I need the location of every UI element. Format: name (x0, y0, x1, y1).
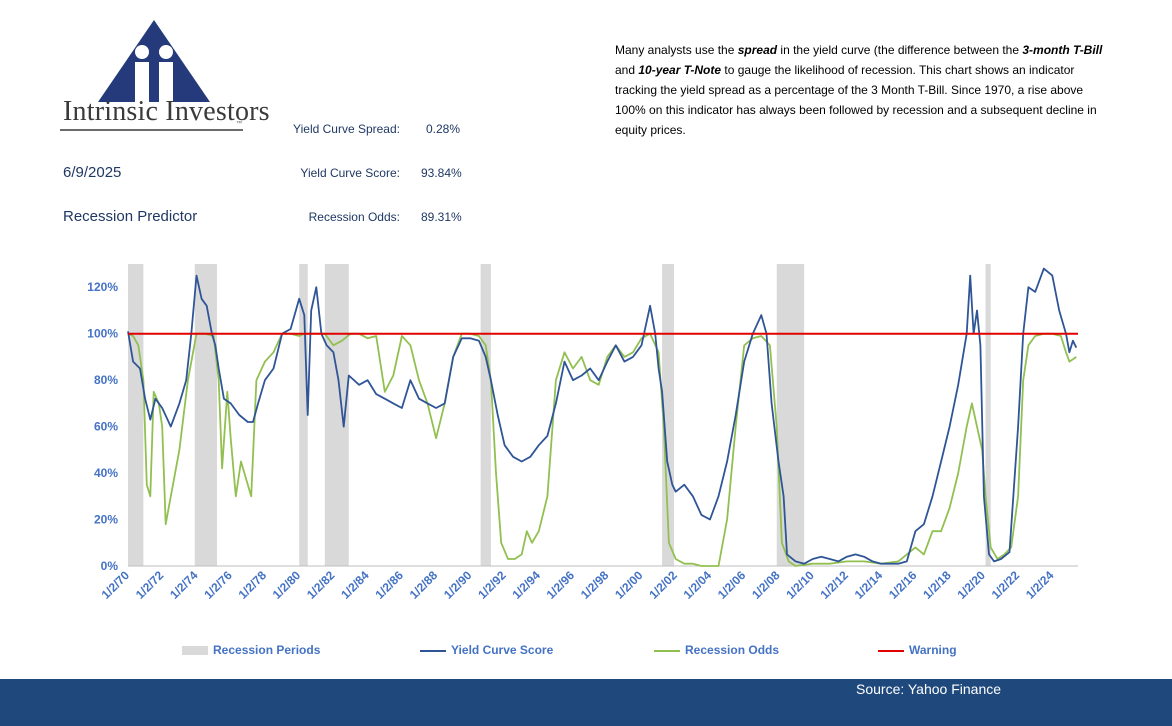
x-tick-label: 1/2/06 (715, 568, 749, 602)
chart-description: Many analysts use the spread in the yiel… (615, 43, 1103, 137)
y-tick-label: 0% (101, 559, 119, 573)
y-tick-label: 100% (87, 327, 118, 341)
y-axis: 0% 20% 40% 60% 80% 100% 120% (87, 280, 118, 573)
recession-band-4 (480, 264, 491, 566)
recession-odds-line (127, 332, 1077, 567)
x-tick-label: 1/2/86 (372, 568, 406, 602)
yield-curve-score-line (127, 267, 1078, 565)
report-date: 6/9/2025 (63, 164, 122, 181)
legend-swatch-warning (878, 649, 904, 652)
legend-swatch-score (420, 649, 446, 652)
recession-bands (128, 264, 991, 566)
y-tick-label: 120% (87, 280, 118, 294)
y-tick-label: 60% (94, 420, 118, 434)
legend-recession-periods: Recession Periods (182, 643, 320, 657)
recession-band-5 (662, 264, 675, 566)
recession-band-0 (128, 264, 144, 566)
recession-band-1 (194, 264, 218, 566)
recession-odds-series (127, 332, 1077, 567)
x-tick-label: 1/2/24 (1023, 568, 1057, 602)
odds-label: Recession Odds: (308, 210, 400, 224)
x-axis: 1/2/70 1/2/72 1/2/74 1/2/76 1/2/78 1/2/80 1/2/… (99, 568, 1057, 602)
x-tick-label: 1/2/16 (886, 568, 920, 602)
logo-divider (60, 129, 243, 131)
brand-name: Intrinsic Investors (63, 96, 270, 127)
score-label: Yield Curve Score: (300, 166, 400, 180)
yield-curve-score-series (127, 267, 1078, 565)
y-tick-label: 20% (94, 513, 118, 527)
recession-chart: 0%20%40%60%80%100%120% 1/2/70 1/2/72 1/2/7… (87, 264, 1078, 602)
x-tick-label: 1/2/20 (954, 568, 988, 602)
legend-recession-odds: Recession Odds (654, 643, 779, 657)
x-tick-label: 1/2/04 (681, 568, 715, 602)
x-tick-label: 1/2/96 (544, 568, 578, 602)
x-tick-label: 1/2/88 (407, 568, 441, 602)
recession-band-7 (985, 264, 991, 566)
legend-swatch-odds (654, 649, 680, 652)
x-tick-label: 1/2/84 (338, 568, 372, 602)
x-tick-label: 1/2/10 (783, 568, 817, 602)
brand-logo (98, 20, 210, 102)
recession-band-2 (299, 264, 308, 566)
trademark-mark: ™ (236, 121, 242, 127)
x-tick-label: 1/2/92 (475, 568, 509, 602)
x-tick-label: 1/2/78 (236, 568, 270, 602)
score-value: 93.84% (421, 166, 462, 180)
x-tick-label: 1/2/00 (612, 568, 646, 602)
x-tick-label: 1/2/08 (749, 568, 783, 602)
x-tick-label: 1/2/74 (167, 568, 201, 602)
legend-swatch-recession (182, 646, 208, 656)
x-tick-label: 1/2/94 (509, 568, 543, 602)
legend-yield-curve-score: Yield Curve Score (420, 643, 553, 657)
spread-value: 0.28% (426, 122, 461, 136)
x-tick-label: 1/2/76 (201, 568, 235, 602)
page-title: Recession Predictor (63, 208, 198, 225)
x-tick-label: 1/2/70 (99, 568, 133, 602)
x-tick-label: 1/2/12 (818, 568, 852, 602)
x-tick-label: 1/2/98 (578, 568, 612, 602)
spread-label: Yield Curve Spread: (293, 122, 400, 136)
footer-bar (0, 679, 1172, 726)
x-tick-label: 1/2/18 (920, 568, 954, 602)
y-tick-label: 80% (94, 373, 118, 387)
x-tick-label: 1/2/90 (441, 568, 475, 602)
odds-value: 89.31% (421, 210, 462, 224)
source-credit: Source: Yahoo Finance (856, 681, 1002, 697)
x-tick-label: 1/2/82 (304, 568, 338, 602)
x-tick-label: 1/2/80 (270, 568, 304, 602)
x-tick-label: 1/2/22 (989, 568, 1023, 602)
x-tick-label: 1/2/02 (646, 568, 680, 602)
legend-warning: Warning (878, 643, 957, 657)
x-tick-label: 1/2/14 (852, 568, 886, 602)
y-tick-label: 40% (94, 466, 118, 480)
x-tick-label: 1/2/72 (133, 568, 167, 602)
